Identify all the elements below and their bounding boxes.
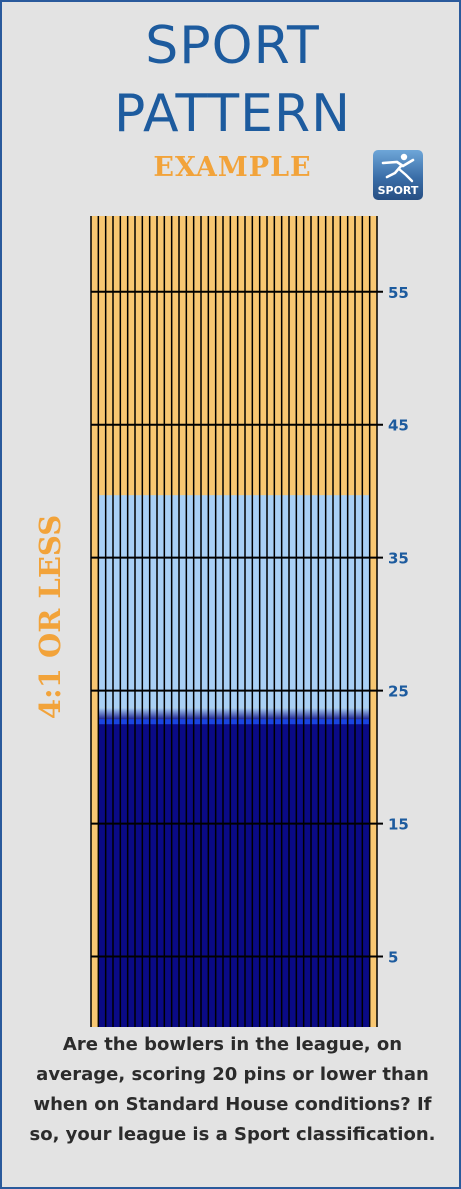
- oil-transition: [99, 707, 369, 722]
- caption-text: Are the bowlers in the league, on averag…: [29, 1034, 436, 1145]
- distance-label: 45: [388, 417, 409, 435]
- distance-label: 25: [388, 683, 409, 701]
- distance-label: 5: [388, 949, 398, 967]
- ratio-label: 4:1 OR LESS: [20, 502, 80, 732]
- subtitle: EXAMPLE: [153, 152, 312, 183]
- title-line-2: PATTERN: [113, 84, 352, 144]
- distance-label: 55: [388, 284, 409, 302]
- distance-label: 35: [388, 550, 409, 568]
- lane-diagram: 55 45 35 25 15 5: [90, 216, 409, 1027]
- sport-logo: SPORT: [373, 150, 423, 200]
- logo-text: SPORT: [377, 184, 419, 197]
- title-line-1: SPORT: [145, 16, 320, 76]
- ratio-label-text: 4:1 OR LESS: [33, 514, 67, 720]
- distance-label: 15: [388, 816, 409, 834]
- runner-icon: [381, 153, 415, 183]
- oil-zone-light-oil: [99, 495, 369, 708]
- oil-zone-heavy-oil: [99, 721, 369, 1027]
- lane-chart: 55 45 35 25 15 5: [82, 212, 442, 1036]
- oil-edge-line: [99, 719, 369, 725]
